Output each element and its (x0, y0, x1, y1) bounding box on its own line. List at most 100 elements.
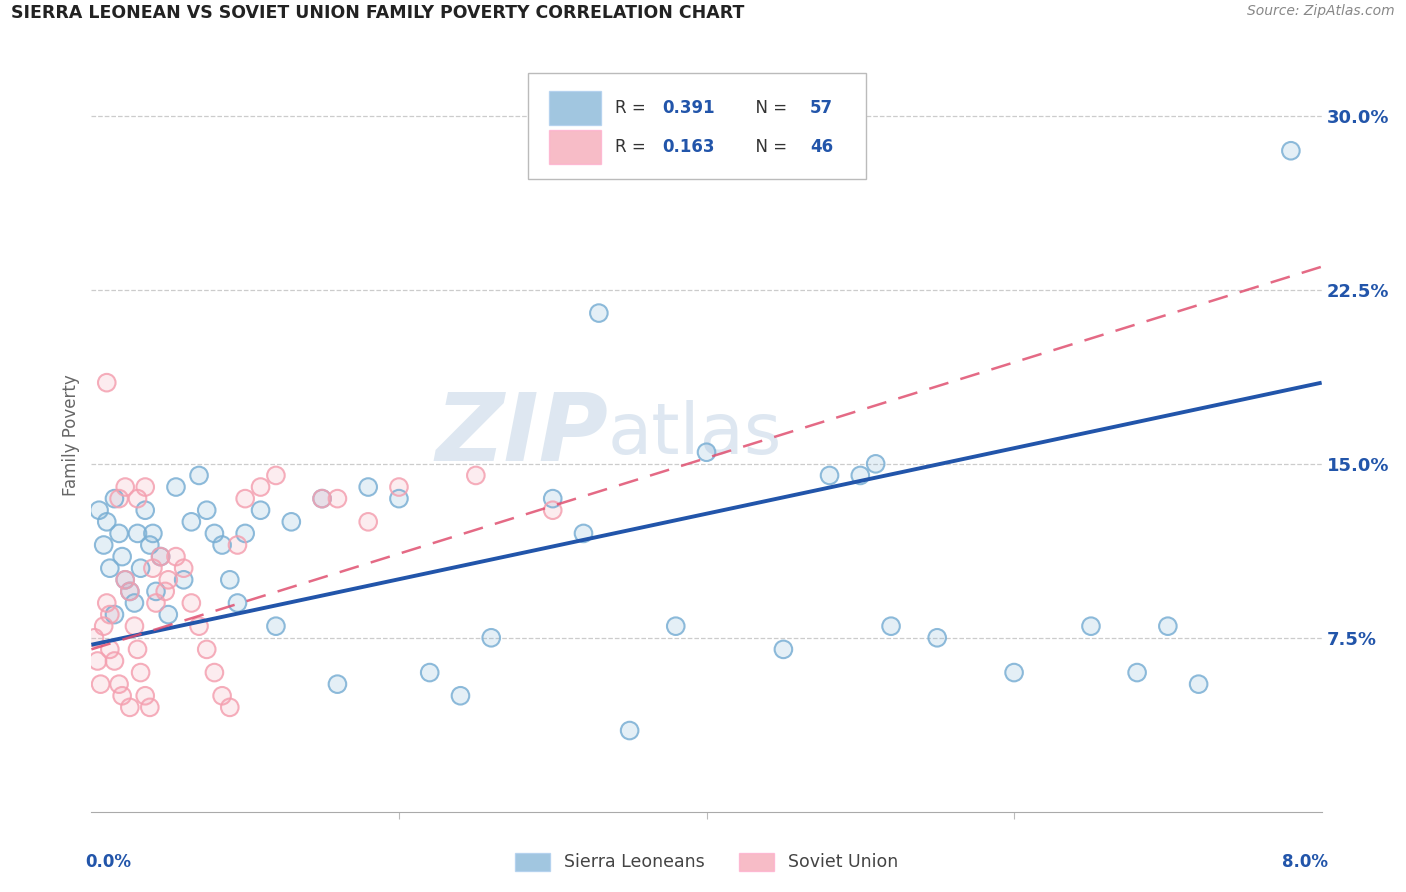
Point (87, 503, 110, 517)
Point (280, 515, 302, 529)
Point (127, 642, 149, 657)
Point (1080, 619, 1102, 633)
Point (124, 619, 146, 633)
Point (111, 549, 134, 564)
Point (211, 538, 233, 552)
Point (134, 480, 156, 494)
Text: ZIP: ZIP (436, 389, 607, 481)
Point (311, 491, 333, 506)
Point (96, 515, 118, 529)
Point (98, 561, 121, 575)
Point (142, 526, 165, 541)
Bar (548, 130, 600, 164)
Point (118, 584, 141, 599)
Point (195, 503, 218, 517)
Point (188, 619, 211, 633)
Point (90, 677, 112, 691)
Point (139, 538, 162, 552)
Point (357, 480, 380, 494)
Point (165, 549, 187, 564)
Point (103, 491, 125, 506)
Point (195, 642, 218, 657)
Text: SIERRA LEONEAN VS SOVIET UNION FAMILY POVERTY CORRELATION CHART: SIERRA LEONEAN VS SOVIET UNION FAMILY PO… (11, 4, 745, 22)
Text: R =: R = (616, 99, 651, 117)
Point (153, 584, 177, 599)
Point (226, 596, 249, 610)
Point (145, 584, 167, 599)
Point (464, 468, 486, 483)
Point (619, 723, 641, 738)
Point (572, 526, 595, 541)
Point (83, 631, 105, 645)
Point (479, 631, 502, 645)
Point (264, 619, 287, 633)
Point (880, 619, 903, 633)
Point (233, 526, 256, 541)
Point (114, 480, 136, 494)
Point (127, 526, 149, 541)
Point (1002, 665, 1025, 680)
Point (211, 689, 233, 703)
Point (180, 596, 202, 610)
Point (86, 654, 108, 668)
Point (103, 654, 125, 668)
Point (357, 480, 380, 494)
Point (118, 700, 141, 714)
Point (134, 503, 156, 517)
Point (479, 631, 502, 645)
Point (108, 677, 131, 691)
Text: 0.0%: 0.0% (86, 853, 131, 871)
Point (326, 491, 349, 506)
Point (311, 491, 333, 506)
Point (188, 468, 211, 483)
Point (619, 723, 641, 738)
Point (139, 700, 162, 714)
Point (129, 665, 152, 680)
Point (818, 468, 841, 483)
Point (127, 642, 149, 657)
Point (103, 607, 125, 622)
Point (880, 619, 903, 633)
Point (202, 665, 225, 680)
Point (149, 549, 172, 564)
Point (1187, 677, 1209, 691)
Point (357, 515, 380, 529)
Point (129, 561, 152, 575)
Point (153, 584, 177, 599)
Point (202, 526, 225, 541)
Point (90, 677, 112, 691)
Point (145, 596, 167, 610)
Point (695, 445, 717, 459)
Point (218, 573, 240, 587)
Point (134, 689, 156, 703)
Point (233, 491, 256, 506)
Point (96, 596, 118, 610)
Point (195, 642, 218, 657)
Point (139, 700, 162, 714)
Point (118, 584, 141, 599)
Point (96, 376, 118, 390)
Point (388, 491, 411, 506)
Point (818, 468, 841, 483)
Point (127, 491, 149, 506)
Point (108, 491, 131, 506)
Text: 8.0%: 8.0% (1282, 853, 1327, 871)
Point (165, 480, 187, 494)
Point (388, 480, 411, 494)
Point (188, 468, 211, 483)
Point (142, 561, 165, 575)
Point (96, 376, 118, 390)
Point (173, 573, 195, 587)
Point (588, 306, 610, 320)
Point (134, 689, 156, 703)
Point (118, 584, 141, 599)
Point (249, 503, 271, 517)
Point (1279, 144, 1302, 158)
Point (541, 503, 564, 517)
Point (311, 491, 333, 506)
Point (218, 700, 240, 714)
Point (98, 561, 121, 575)
Point (129, 665, 152, 680)
Point (419, 665, 441, 680)
Point (233, 491, 256, 506)
